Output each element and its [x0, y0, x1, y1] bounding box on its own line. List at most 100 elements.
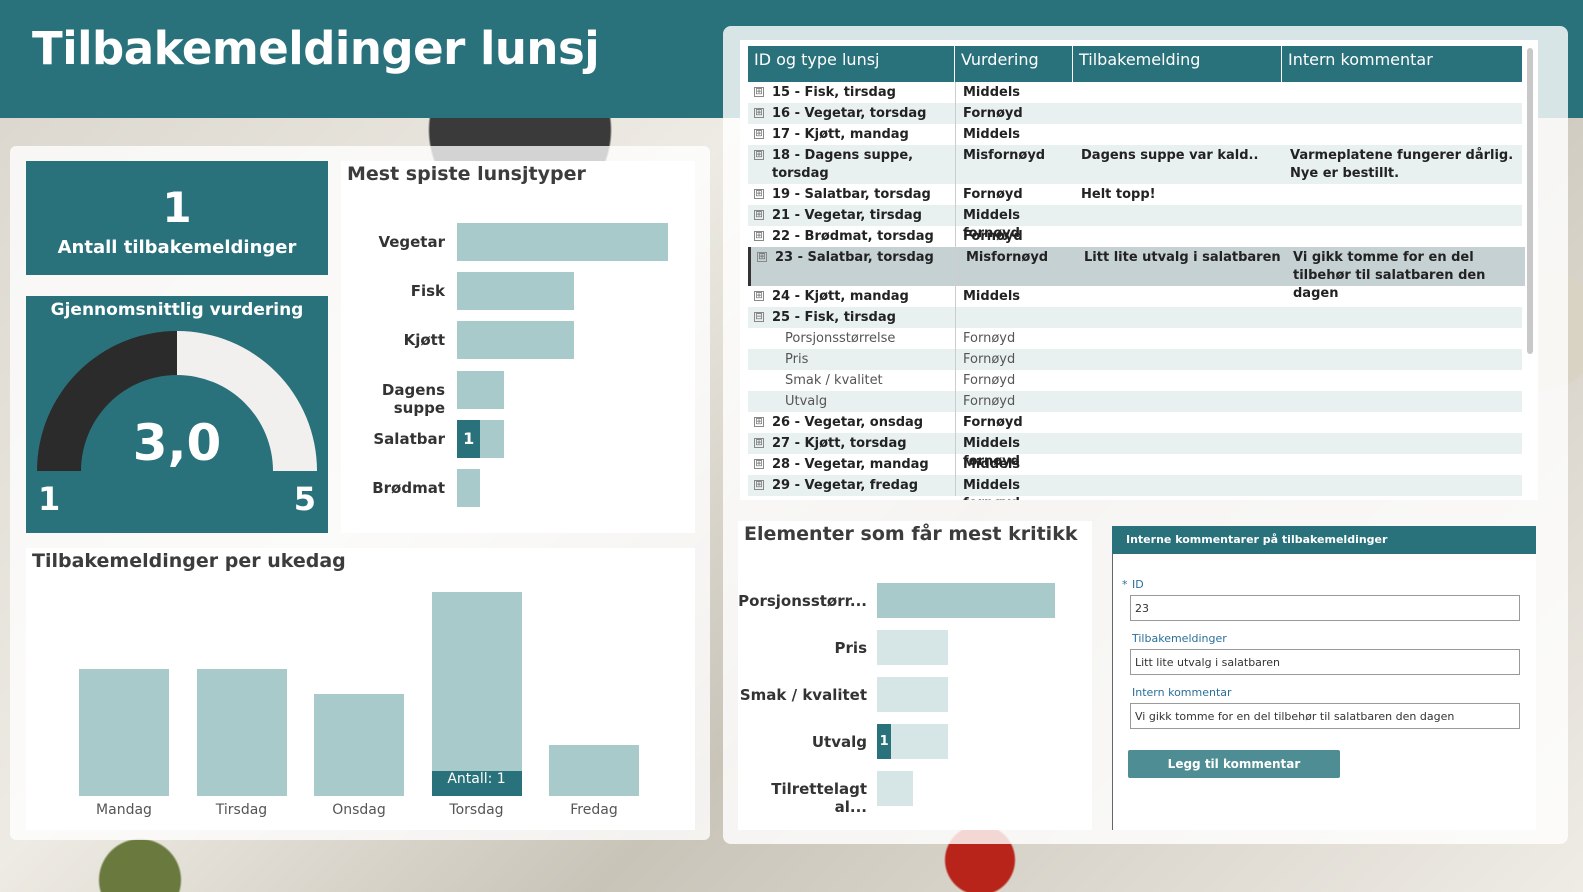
bar[interactable] [457, 321, 575, 360]
bar-highlight[interactable]: Antall: 1 [431, 770, 522, 796]
bar-label: Tilrettelagt al... [771, 780, 867, 816]
cell-rating: Middels fornøyd [955, 433, 1073, 469]
table-row[interactable]: ⊞ 29 - Vegetar, fredag Middels fornøyd [748, 475, 1522, 500]
required-marker: * [1122, 578, 1128, 591]
expand-icon[interactable]: ⊞ [754, 438, 764, 448]
table-row[interactable]: ⊞ 19 - Salatbar, torsdag Fornøyd Helt topp! [748, 184, 1522, 205]
cell-id: 19 - Salatbar, torsdag [772, 187, 931, 202]
expand-icon[interactable]: ⊞ [754, 210, 764, 220]
gauge-fill [37, 331, 177, 471]
comment-form: Interne kommentarer på tilbakemeldinger … [1112, 526, 1536, 830]
expand-icon[interactable]: ⊞ [754, 480, 764, 490]
bar[interactable] [457, 370, 504, 409]
bar[interactable] [877, 771, 913, 806]
id-field[interactable]: 23 [1130, 595, 1520, 621]
bar-label: Tirsdag [215, 802, 268, 818]
cell-id: 29 - Vegetar, fredag [772, 478, 919, 493]
kpi-value: 1 [162, 183, 192, 232]
table-row[interactable]: ⊞ 27 - Kjøtt, torsdag Middels fornøyd [748, 433, 1522, 469]
page-title: Tilbakemeldinger lunsj [32, 22, 600, 75]
cell-comment: Vi gikk tomme for en del tilbehør til sa… [1293, 250, 1486, 301]
cell-rating: Fornøyd [955, 226, 1073, 247]
table-row[interactable]: ⊞ 28 - Vegetar, mandag Middels fornøyd [748, 454, 1522, 490]
table-row[interactable]: ⊟ 25 - Fisk, tirsdag [748, 307, 1522, 328]
cell-id: 24 - Kjøtt, mandag [772, 289, 909, 304]
expand-icon[interactable]: ⊞ [754, 291, 764, 301]
table-row[interactable]: ⊞ 15 - Fisk, tirsdag Middels fornøyd [748, 82, 1522, 118]
bar-label: Brødmat [372, 479, 445, 497]
weekday-title: Tilbakemeldinger per ukedag [32, 550, 346, 572]
table-subrow[interactable]: Utvalg Fornøyd [748, 391, 1522, 412]
bar-label: Mandag [96, 802, 152, 818]
cell-id: 27 - Kjøtt, torsdag [772, 436, 907, 451]
gauge-min: 1 [38, 480, 61, 518]
cell-rating: Fornøyd [955, 412, 1073, 433]
table-row[interactable]: ⊞ 26 - Vegetar, onsdag Fornøyd [748, 412, 1522, 433]
expand-icon[interactable]: ⊞ [754, 87, 764, 97]
cell-id: 21 - Vegetar, tirsdag [772, 208, 922, 223]
table-row[interactable]: ⊞ 18 - Dagens suppe, torsdag Misfornøyd Dag… [748, 145, 1522, 184]
col-header-comment[interactable]: Intern kommentar [1288, 50, 1433, 69]
table-row[interactable]: ⊞ 22 - Brødmat, torsdag Fornøyd [748, 226, 1522, 247]
bar-label: Utvalg [811, 733, 867, 751]
cell-id: 26 - Vegetar, onsdag [772, 415, 924, 430]
weekday-card: Tilbakemeldinger per ukedag Mandag Tirsda… [26, 548, 695, 830]
cell-rating: Middels fornøyd [955, 82, 1073, 118]
expand-icon[interactable]: ⊞ [754, 150, 764, 160]
cell-id: 18 - Dagens suppe, torsdag [772, 148, 914, 181]
bar[interactable] [79, 668, 169, 796]
cell-id: Smak / kvalitet [785, 373, 883, 388]
table-row[interactable]: ⊞ 17 - Kjøtt, mandag Middels fornøyd [748, 124, 1522, 160]
form-title: Interne kommentarer på tilbakemeldinger [1112, 526, 1536, 554]
table-row[interactable]: ⊞ 21 - Vegetar, tirsdag Middels fornøyd [748, 205, 1522, 241]
bar-label: Fisk [410, 282, 445, 301]
bar[interactable] [457, 272, 575, 311]
expand-icon[interactable]: ⊞ [754, 231, 764, 241]
feedback-field[interactable]: Litt lite utvalg i salatbaren [1130, 649, 1520, 675]
bar-highlight[interactable]: 1 [457, 419, 481, 458]
bar[interactable] [457, 469, 481, 507]
table-subrow[interactable]: Smak / kvalitet Fornøyd [748, 370, 1522, 391]
comment-field[interactable]: Vi gikk tomme for en del tilbehør til sa… [1130, 703, 1520, 729]
cell-id: Porsjonsstørrelse [785, 331, 896, 346]
expand-icon[interactable]: ⊞ [754, 108, 764, 118]
col-header-feedback[interactable]: Tilbakemelding [1073, 46, 1282, 82]
cell-id: 17 - Kjøtt, mandag [772, 127, 909, 142]
bar-label: Pris [834, 639, 867, 657]
add-comment-button[interactable]: Legg til kommentar [1128, 750, 1340, 778]
cell-comment: Varmeplatene fungerer dårlig. Nye er bes… [1290, 148, 1514, 181]
expand-icon[interactable]: ⊞ [754, 129, 764, 139]
bar[interactable] [877, 630, 949, 665]
id-label: ID [1132, 578, 1144, 591]
bar-label: Porsjonsstørr... [738, 592, 867, 610]
expand-icon[interactable]: ⊞ [754, 459, 764, 469]
bar[interactable] [877, 583, 1055, 618]
col-header-id[interactable]: ID og type lunsj [748, 46, 955, 82]
collapse-icon[interactable]: ⊟ [754, 312, 764, 322]
col-header-rating[interactable]: Vurdering [955, 46, 1073, 82]
criticism-card: Elementer som får mest kritikk Porsjonss… [738, 521, 1092, 830]
bar[interactable] [314, 694, 404, 796]
bar[interactable] [196, 668, 287, 796]
expand-icon[interactable]: ⊞ [757, 252, 767, 262]
feedback-label: Tilbakemeldinger [1132, 632, 1227, 645]
kpi-label: Antall tilbakemeldinger [57, 237, 297, 258]
table-row[interactable]: ⊞ 23 - Salatbar, torsdag Misfornøyd Litt li… [748, 247, 1525, 301]
bar-highlight[interactable]: 1 [877, 724, 892, 759]
bar[interactable] [549, 745, 639, 796]
bar-label: Torsdag [449, 802, 504, 818]
bar[interactable] [877, 677, 949, 712]
table-scrollbar[interactable] [1527, 48, 1533, 354]
expand-icon[interactable]: ⊞ [754, 417, 764, 427]
expand-icon[interactable]: ⊞ [754, 189, 764, 199]
table-row[interactable]: ⊞ 24 - Kjøtt, mandag Middels fornøyd [748, 286, 1522, 322]
bar-label: Salatbar [373, 429, 445, 448]
table-subrow[interactable]: Porsjonsstørrelse Fornøyd [748, 328, 1522, 349]
cell-rating: Fornøyd [955, 184, 1073, 205]
bar-label: Kjøtt [403, 331, 445, 350]
bar[interactable] [431, 592, 522, 796]
table-row[interactable]: ⊞ 16 - Vegetar, torsdag Fornøyd [748, 103, 1522, 124]
table-subrow[interactable]: Pris Fornøyd [748, 349, 1522, 370]
cell-feedback: Litt lite utvalg i salatbaren [1084, 250, 1281, 265]
bar[interactable] [457, 223, 668, 261]
